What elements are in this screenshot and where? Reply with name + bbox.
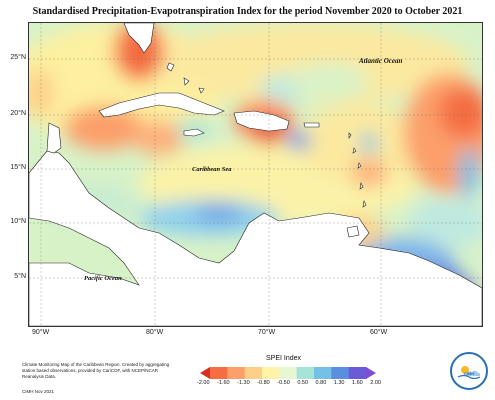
legend-cell bbox=[262, 367, 280, 379]
legend-tick: -1.30 bbox=[237, 380, 250, 386]
latitude-label-25n: 25°N bbox=[10, 54, 26, 61]
legend-tick-labels: -2.00 -1.60 -1.30 -0.80 -0.50 0.50 0.80 … bbox=[197, 380, 381, 386]
sun-cloud-icon bbox=[457, 366, 481, 379]
legend-tick: 2.00 bbox=[370, 380, 381, 386]
legend-cell bbox=[210, 367, 228, 379]
longitude-label-80w: 80°W bbox=[146, 329, 164, 336]
longitude-label-90w: 90°W bbox=[32, 329, 50, 336]
legend-cell bbox=[348, 367, 367, 379]
legend-tick: -1.60 bbox=[217, 380, 230, 386]
map-description: Climate Monitoring Map of the Caribbean … bbox=[22, 362, 170, 379]
legend-cell bbox=[244, 367, 263, 379]
map-credit: CIMH Nov 2021 bbox=[22, 389, 55, 394]
spei-map: Atlantic Ocean Caribbean Sea Pacific Oce… bbox=[28, 22, 483, 327]
legend-cell bbox=[296, 367, 315, 379]
spei-legend-colorbar bbox=[200, 367, 376, 379]
atlantic-ocean-label: Atlantic Ocean bbox=[358, 57, 402, 65]
latitude-label-5n: 5°N bbox=[14, 273, 26, 280]
legend-tick: 0.80 bbox=[315, 380, 327, 386]
legend-cell bbox=[331, 367, 349, 379]
legend-cell bbox=[314, 367, 332, 379]
caribbean-sea-label: Caribbean Sea bbox=[192, 166, 232, 173]
longitude-label-70w: 70°W bbox=[258, 329, 276, 336]
latitude-label-20n: 20°N bbox=[10, 110, 26, 117]
longitude-label-60w: 60°W bbox=[370, 329, 388, 336]
map-title: Standardised Precipitation-Evapotranspir… bbox=[32, 6, 463, 17]
legend-tick: -0.50 bbox=[277, 380, 290, 386]
legend-cell bbox=[279, 367, 297, 379]
graticule bbox=[29, 23, 482, 326]
legend-cell bbox=[227, 367, 245, 379]
pacific-ocean-label: Pacific Ocean bbox=[84, 275, 122, 282]
cimh-logo-icon: CIMH bbox=[450, 352, 488, 390]
legend-tick: -2.00 bbox=[197, 380, 210, 386]
legend-tick: 1.30 bbox=[333, 380, 345, 386]
latitude-label-15n: 15°N bbox=[10, 164, 26, 171]
legend-arrow-high bbox=[366, 367, 376, 379]
legend-title: SPEI Index bbox=[266, 355, 302, 362]
latitude-label-10n: 10°N bbox=[10, 218, 26, 225]
land-mask bbox=[29, 23, 482, 326]
legend-arrow-low bbox=[200, 367, 210, 379]
legend-cells bbox=[210, 367, 367, 379]
legend-tick: -0.80 bbox=[257, 380, 270, 386]
map-canvas: Atlantic Ocean Caribbean Sea Pacific Oce… bbox=[29, 23, 482, 326]
legend-tick: 1.60 bbox=[352, 380, 363, 386]
logo-text: CIMH bbox=[463, 371, 475, 376]
legend-tick: 0.50 bbox=[297, 380, 309, 386]
